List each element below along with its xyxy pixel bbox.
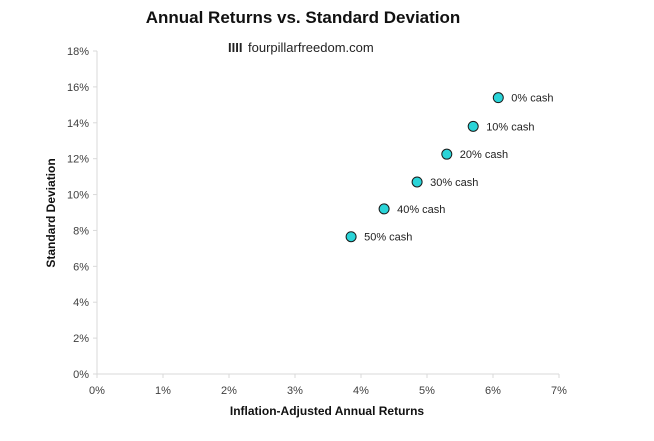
y-tick-label: 18%: [67, 46, 89, 58]
y-axis: 0% 2% 4% 6% 8% 10% 12% 14% 16% 18%: [67, 46, 98, 381]
y-tick-label: 2%: [73, 333, 89, 345]
watermark-text: fourpillarfreedom.com: [248, 40, 374, 55]
x-tick-label: 0%: [89, 385, 105, 397]
y-tick-label: 12%: [67, 154, 89, 166]
data-point: [441, 148, 453, 160]
x-tick-label: 6%: [485, 385, 501, 397]
x-tick-label: 7%: [551, 385, 567, 397]
data-point: [492, 92, 504, 104]
data-point-label: 0% cash: [511, 93, 553, 105]
x-axis-title: Inflation-Adjusted Annual Returns: [230, 404, 425, 418]
watermark: IIII fourpillarfreedom.com: [228, 40, 374, 55]
data-point: [467, 120, 479, 132]
data-points: 0% cash 10% cash 20% cash 30% cash 40% cash 5…: [345, 92, 553, 244]
y-tick-label: 16%: [67, 82, 89, 94]
y-tick-label: 14%: [67, 118, 89, 130]
data-point: [378, 203, 390, 215]
x-tick-label: 1%: [155, 385, 171, 397]
x-tick-label: 4%: [353, 385, 369, 397]
chart-title: Annual Returns vs. Standard Deviation: [146, 8, 461, 27]
y-tick-label: 6%: [73, 261, 89, 273]
x-tick-label: 5%: [419, 385, 435, 397]
watermark-logo: IIII: [228, 40, 242, 55]
data-point-label: 20% cash: [460, 149, 508, 161]
y-tick-label: 4%: [73, 297, 89, 309]
y-tick-label: 10%: [67, 190, 89, 202]
data-point-label: 10% cash: [486, 121, 534, 133]
x-tick-label: 3%: [287, 385, 303, 397]
x-axis: 0% 1% 2% 3% 4% 5% 6% 7%: [89, 373, 567, 397]
data-point-label: 40% cash: [397, 204, 445, 216]
data-point-label: 30% cash: [430, 177, 478, 189]
data-point-label: 50% cash: [364, 232, 412, 244]
y-tick-label: 8%: [73, 225, 89, 237]
y-axis-title: Standard Deviation: [44, 158, 58, 267]
x-tick-label: 2%: [221, 385, 237, 397]
data-point: [411, 176, 423, 188]
data-point: [345, 231, 357, 243]
y-tick-label: 0%: [73, 369, 89, 381]
